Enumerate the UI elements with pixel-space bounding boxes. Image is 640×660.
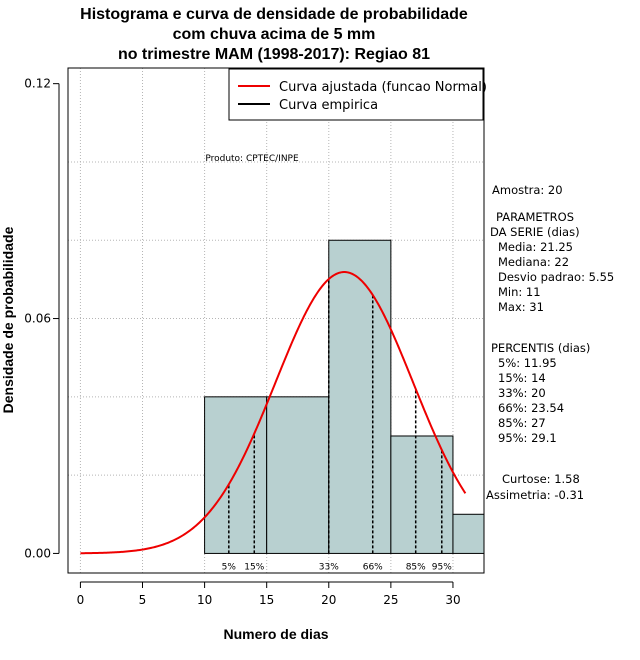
chart-title-line-2: com chuva acima de 5 mm: [172, 26, 376, 43]
legend-label-empirical: Curva empirica: [279, 98, 378, 113]
percentil-33: 33%: 20: [498, 386, 546, 400]
x-tick-label-0: 0: [77, 593, 85, 607]
histogram-bar-3: [390, 435, 454, 554]
histogram-bar-2: [328, 239, 392, 554]
param-median: Mediana: 22: [498, 255, 570, 269]
legend: Curva ajustada (funcao Normal) Curva emp…: [228, 68, 487, 121]
percentile-label-1: 15%: [244, 562, 264, 572]
param-mean: Media: 21.25: [498, 240, 573, 254]
params-subtitle: DA SERIE (dias): [490, 225, 580, 239]
product-label: Produto: CPTEC/INPE: [205, 154, 299, 164]
percentil-15: 15%: 14: [498, 371, 546, 385]
normal-fit-curve: [80, 271, 467, 555]
y-tick-label-2: 0.12: [24, 77, 51, 91]
plot-frame: [67, 67, 485, 574]
percentile-label-0: 5%: [222, 562, 237, 572]
percentile-label-2: 33%: [319, 562, 339, 572]
x-tick-label-5: 25: [383, 593, 398, 607]
y-tick-label-1: 0.06: [24, 312, 51, 326]
param-min: Min: 11: [498, 285, 541, 299]
bars: [204, 239, 485, 554]
axes: 0 5 10 15 20 25 30 0.00 0.06 0.12: [24, 77, 460, 607]
param-std: Desvio padrao: 5.55: [498, 270, 615, 284]
skewness: Assimetria: -0.31: [486, 488, 585, 502]
x-tick-label-1: 5: [139, 593, 147, 607]
percentile-label-3: 66%: [363, 562, 383, 572]
y-tick-label-0: 0.00: [24, 546, 51, 560]
percentil-5: 5%: 11.95: [498, 356, 557, 370]
param-max: Max: 31: [498, 300, 544, 314]
x-axis-label: Numero de dias: [223, 626, 328, 642]
percentil-66: 66%: 23.54: [498, 401, 565, 415]
histogram-bar-4: [452, 513, 485, 554]
fit-curve-group: [80, 271, 467, 555]
x-tick-label-2: 10: [197, 593, 212, 607]
percentil-95: 95%: 29.1: [498, 431, 557, 445]
kurtosis: Curtose: 1.58: [502, 472, 580, 486]
chart-title-line-3: no trimestre MAM (1998-2017): Regiao 81: [117, 46, 431, 63]
histogram-bar-1: [266, 396, 330, 554]
legend-box: [228, 68, 484, 121]
percentile-label-5: 95%: [432, 562, 452, 572]
percentil-85: 85%: 27: [498, 416, 546, 430]
percentile-lines: 5% 15% 33% 66% 85% 95%: [222, 279, 452, 572]
x-tick-label-6: 30: [445, 593, 460, 607]
percentile-label-4: 85%: [406, 562, 426, 572]
x-tick-label-3: 15: [259, 593, 274, 607]
histogram-bar-0: [204, 396, 268, 554]
x-tick-label-4: 20: [321, 593, 336, 607]
percentis-title: PERCENTIS (dias): [491, 341, 591, 355]
chart-title-line-1: Histograma e curva de densidade de proba…: [80, 6, 468, 23]
sample-size: Amostra: 20: [492, 183, 563, 197]
y-axis-label: Densidade de probabilidade: [0, 226, 16, 413]
legend-label-fit: Curva ajustada (funcao Normal): [279, 80, 487, 95]
params-title: PARAMETROS: [496, 210, 575, 224]
